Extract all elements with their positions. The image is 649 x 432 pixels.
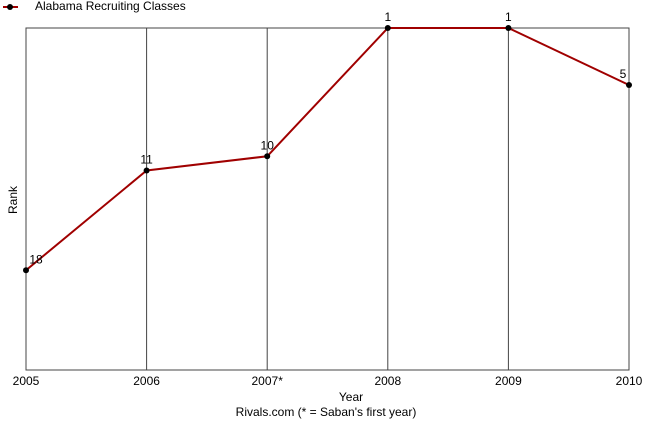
y-axis-label: Rank [6, 185, 20, 214]
x-tick-label: 2008 [374, 374, 401, 388]
caption: Rivals.com (* = Saban's first year) [236, 405, 417, 419]
series-line [25, 27, 630, 272]
plot-frame [25, 27, 630, 371]
point [23, 267, 29, 274]
point [384, 25, 391, 31]
legend-label: Alabama Recruiting Classes [35, 0, 186, 13]
x-tick-label: 2010 [616, 374, 643, 388]
x-tick-label: 2005 [13, 374, 40, 388]
data-label: 1 [505, 10, 512, 24]
data-label: 18 [29, 252, 43, 266]
point [264, 153, 271, 160]
data-label: 11 [140, 153, 153, 167]
data-label: 5 [620, 67, 627, 81]
data-label: 10 [261, 138, 275, 152]
point [626, 82, 632, 88]
data-label: 1 [384, 10, 391, 24]
legend-marker [7, 4, 13, 10]
point [505, 25, 512, 31]
x-axis-label: Year [339, 390, 363, 404]
x-tick-label: 2009 [495, 374, 522, 388]
point [143, 167, 150, 174]
x-tick-label: 2007* [252, 374, 284, 388]
x-tick-label: 2006 [133, 374, 160, 388]
